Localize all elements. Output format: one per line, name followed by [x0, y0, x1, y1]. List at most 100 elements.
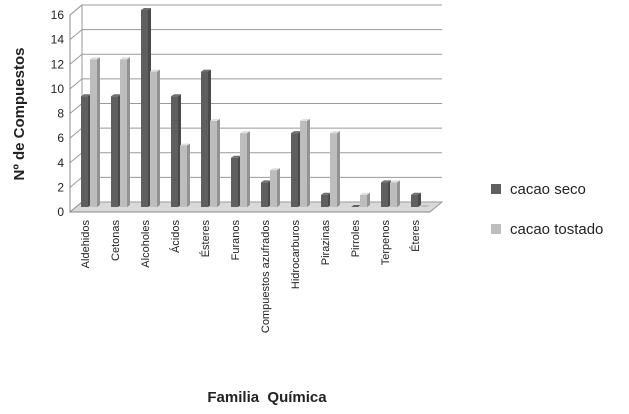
bar-top: [330, 131, 340, 134]
x-axis-label: Familia Química: [207, 389, 327, 406]
y-tick-label: 8: [57, 107, 64, 121]
bar-top: [381, 180, 391, 183]
bar-cacao-seco-9: [351, 205, 361, 207]
bar-side: [418, 192, 421, 207]
grid-layer: [68, 3, 444, 214]
bar-top: [141, 8, 151, 10]
bar-top: [171, 94, 181, 97]
y-tick-label: 14: [51, 33, 65, 47]
x-tick-label: Alcoholes: [140, 220, 152, 268]
bar-front: [261, 182, 268, 207]
y-tick-label: 0: [57, 205, 64, 219]
legend-swatch-cacao-tostado: [491, 224, 501, 234]
bar-top: [321, 192, 331, 195]
bar-cacao-seco-10: [381, 180, 391, 207]
bar-front: [201, 71, 208, 207]
bar-side: [277, 168, 280, 207]
gridline: [69, 4, 442, 16]
bar-front: [330, 133, 337, 207]
bar-cacao-tostado-4: [210, 118, 220, 207]
bar-cacao-seco-5: [231, 155, 241, 207]
bar-cacao-tostado-11: [420, 205, 430, 207]
bar-top: [411, 192, 421, 195]
bar-front: [141, 10, 148, 207]
bar-side: [127, 57, 130, 207]
x-tick-label: Terpenos: [380, 220, 392, 266]
bar-top: [201, 69, 211, 72]
x-tick-label: Aldehidos: [80, 220, 92, 269]
bar-cacao-tostado-6: [270, 168, 280, 207]
y-axis-label: Nº de Compuestos: [11, 48, 28, 181]
legend-swatch-cacao-seco: [491, 184, 501, 194]
bar-side: [307, 118, 310, 207]
y-tick-label: 12: [51, 57, 65, 71]
y-tick-label: 2: [57, 180, 64, 194]
bar-cacao-tostado-0: [90, 57, 100, 207]
x-tick-label: Hidrocarburos: [290, 220, 302, 290]
bar-side: [337, 131, 340, 207]
bar-top: [291, 131, 301, 134]
bar-top: [420, 205, 430, 207]
x-tick-label: Compuestos azufrados: [260, 220, 272, 334]
bar-top: [111, 94, 121, 97]
bar-front: [120, 59, 127, 207]
bar-front: [240, 133, 247, 207]
bar-front: [150, 71, 157, 207]
bar-front: [360, 194, 367, 207]
bar-top: [300, 118, 310, 121]
bar-cacao-seco-1: [111, 94, 121, 207]
bar-side: [217, 118, 220, 207]
bar-cacao-tostado-3: [180, 143, 190, 207]
bar-cacao-tostado-1: [120, 57, 130, 207]
bar-front: [231, 157, 238, 207]
bar-front: [210, 120, 217, 207]
bar-layer: [81, 8, 430, 207]
bar-cacao-tostado-7: [300, 118, 310, 207]
x-tick-label: Ácidos: [169, 220, 182, 254]
bar-top: [270, 168, 280, 171]
bar-front: [111, 96, 118, 207]
x-tick-label: Furanos: [230, 220, 242, 261]
bar-top: [150, 69, 160, 72]
x-tick-label: Ésteres: [199, 220, 212, 258]
bar-front: [270, 170, 277, 207]
x-tick-label: Éteres: [409, 220, 422, 252]
bar-front: [321, 194, 328, 207]
label-layer: 0 2 4 6 8 10 12 14 16 Aldehidos Cetonas Alcoholes Ác…: [51, 8, 422, 333]
bar-side: [97, 57, 100, 207]
bar-cacao-seco-7: [291, 131, 301, 207]
bar-cacao-tostado-9: [360, 192, 370, 207]
legend-label-cacao-tostado: cacao tostado: [510, 221, 603, 238]
legend: cacao seco cacao tostado: [491, 181, 603, 238]
bar-top: [210, 118, 220, 121]
bar-cacao-seco-6: [261, 180, 271, 207]
bar-side: [157, 69, 160, 207]
gridline: [69, 53, 442, 65]
bar-cacao-seco-3: [171, 94, 181, 207]
bar-front: [300, 120, 307, 207]
bar-front: [390, 182, 397, 207]
bar-top: [120, 57, 130, 60]
bar-top: [360, 192, 370, 195]
bar-top: [351, 205, 361, 207]
bar-side: [187, 143, 190, 207]
x-tick-label: Pirroles: [350, 220, 362, 258]
x-tick-label: Cetonas: [110, 220, 122, 261]
y-tick-label: 6: [57, 131, 64, 145]
bar-front: [411, 194, 418, 207]
bar-top: [261, 180, 271, 183]
bar-cacao-seco-2: [141, 8, 151, 207]
bar-top: [81, 94, 91, 97]
bar-cacao-seco-11: [411, 192, 421, 207]
bar-top: [180, 143, 190, 146]
y-tick-label: 4: [57, 156, 64, 170]
bar-top: [390, 180, 400, 183]
gridline: [69, 78, 442, 90]
bar-side: [247, 131, 250, 207]
legend-label-cacao-seco: cacao seco: [510, 181, 586, 198]
bar-cacao-tostado-8: [330, 131, 340, 207]
bar-front: [291, 133, 298, 207]
y-tick-label: 10: [51, 82, 65, 96]
bar-front: [90, 59, 97, 207]
